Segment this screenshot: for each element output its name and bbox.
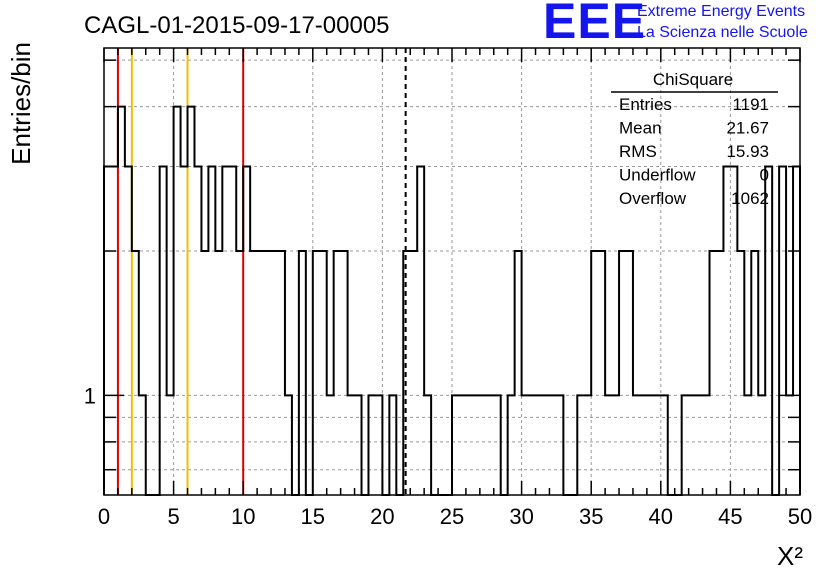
x-tick-label: 50 [788,504,812,529]
chart-title: CAGL-01-2015-09-17-00005 [84,12,390,39]
stats-row-value: 0 [760,166,769,185]
x-tick-label: 40 [649,504,673,529]
x-tick-label: 30 [509,504,533,529]
x-tick-label: 45 [718,504,742,529]
y-tick-labels: 1 [84,383,96,408]
reference-lines [116,48,407,495]
stats-row-value: 1191 [732,95,769,114]
x-tick-label: 20 [370,504,394,529]
x-axis-title: X² [777,541,803,571]
x-tick-label: 15 [301,504,325,529]
logo-text-line2: La Scienza nelle Scuole [637,24,808,41]
x-tick-label: 10 [231,504,255,529]
x-tick-label: 35 [579,504,603,529]
stats-row-value: 15.93 [726,142,769,161]
stats-box-title: ChiSquare [653,70,733,89]
stats-row-label: Underflow [619,166,696,185]
y-axis-title: Entries/bin [6,42,36,165]
x-tick-label: 5 [167,504,179,529]
y-tick-label: 1 [84,383,96,408]
x-tick-label: 0 [98,504,110,529]
stats-row-label: Mean [619,119,662,138]
axis-ticks [103,48,801,495]
x-tick-labels: 0 5 10 15 20 25 30 35 40 45 50 [98,504,812,529]
histogram-step-line [103,105,801,496]
stats-row-value: 1062 [731,189,769,208]
stats-row-label: Overflow [619,189,687,208]
stats-row-label: Entries [619,95,672,114]
logo-text-line1: Extreme Energy Events [637,3,806,20]
eee-logo: EEE Extreme Energy Events La Scienza nel… [543,0,833,50]
x-tick-label: 25 [440,504,464,529]
stats-row-value: 21.67 [726,119,769,138]
stats-row-label: RMS [619,142,657,161]
eee-logo-mark: EEE [543,0,647,49]
stats-box: ChiSquare Entries 1191 Mean 21.67 RMS 15.93 Un… [611,70,778,208]
